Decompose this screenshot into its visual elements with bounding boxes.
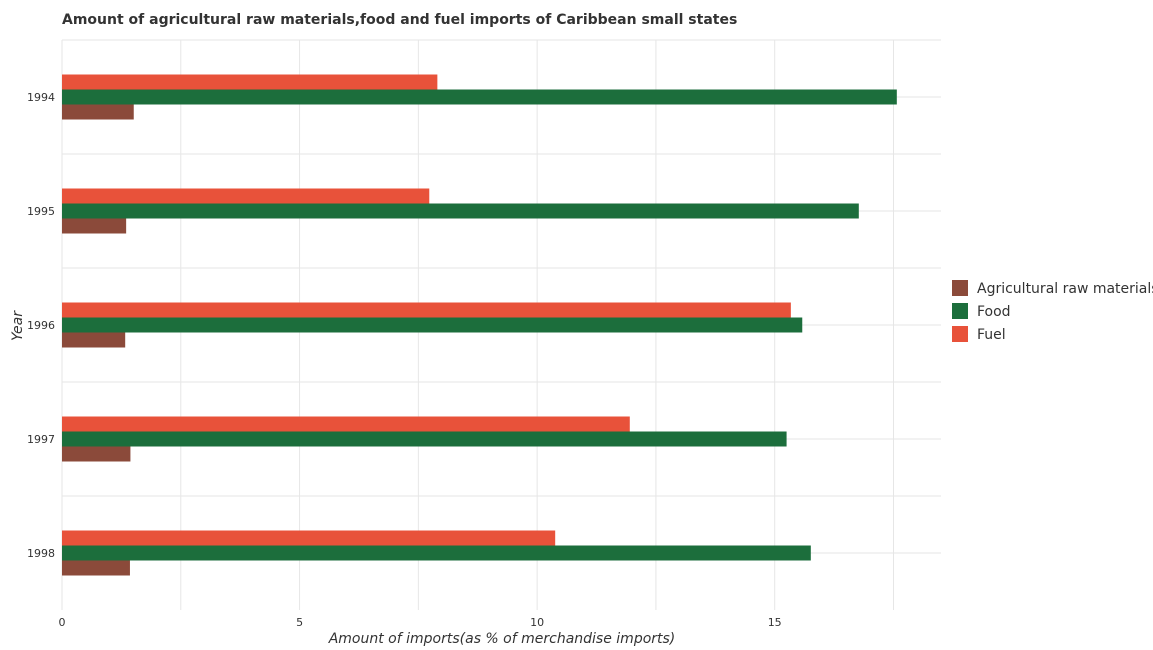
bar-agricultural-raw-materials-1996 [62,332,126,348]
x-tick-label: 0 [59,616,66,629]
y-tick-label: 1996 [27,319,55,332]
x-axis-label: Amount of imports(as % of merchandise im… [328,631,676,647]
y-tick-label: 1994 [27,91,55,104]
bar-food-1997 [62,431,787,447]
legend-label: Food [977,304,1011,320]
legend-swatch [952,280,968,296]
y-tick-label: 1998 [27,547,55,560]
bar-fuel-1995 [62,188,430,204]
y-axis-label: Year [10,310,26,341]
legend-label: Fuel [977,327,1006,343]
bar-food-1995 [62,203,859,219]
bar-fuel-1996 [62,302,791,318]
chart-title: Amount of agricultural raw materials,foo… [62,12,737,28]
bar-agricultural-raw-materials-1998 [62,560,130,576]
bar-fuel-1997 [62,416,630,432]
y-tick-label: 1995 [27,205,55,218]
x-tick-label: 15 [768,616,782,629]
bar-food-1998 [62,545,811,561]
bars [62,74,897,576]
x-tick-label: 10 [530,616,544,629]
bar-food-1994 [62,89,897,105]
y-tick-label: 1997 [27,433,55,446]
bar-agricultural-raw-materials-1997 [62,446,131,462]
x-tick-label: 5 [296,616,303,629]
bar-food-1996 [62,317,803,333]
axes: 1994 1995 1996 1997 1998 0 5 10 15 [27,91,782,629]
bar-agricultural-raw-materials-1994 [62,104,134,120]
bar-agricultural-raw-materials-1995 [62,218,127,234]
legend: Agricultural raw materials Food Fuel [952,280,1153,343]
legend-label: Agricultural raw materials [977,281,1153,297]
legend-swatch [952,326,968,342]
bar-fuel-1994 [62,74,438,90]
bar-fuel-1998 [62,530,556,546]
legend-swatch [952,303,968,319]
